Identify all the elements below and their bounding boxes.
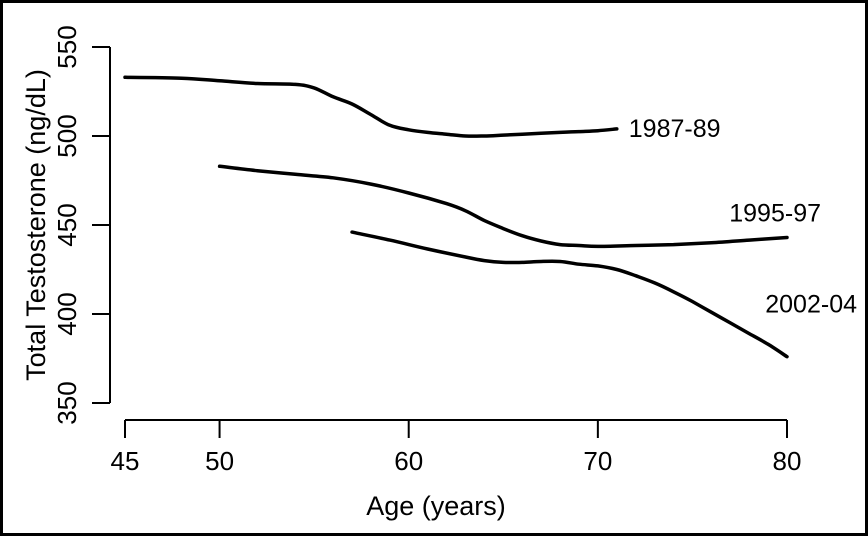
- series-line-2002-04: [350, 230, 789, 359]
- series-line-1987-89: [123, 75, 619, 138]
- x-axis-title: Age (years): [366, 491, 506, 521]
- x-tick-label-45: 45: [111, 446, 140, 476]
- x-tick-label-60: 60: [394, 446, 423, 476]
- y-tick-label-500: 500: [52, 114, 82, 157]
- series-label-1995-97: 1995-97: [729, 199, 821, 227]
- y-axis-title: Total Testosterone (ng/dL): [21, 69, 51, 381]
- y-tick-label-350: 350: [52, 381, 82, 424]
- x-tick-label-70: 70: [583, 446, 612, 476]
- y-tick-label-450: 450: [52, 203, 82, 246]
- y-tick-label-550: 550: [52, 25, 82, 68]
- series-label-2002-04: 2002-04: [765, 291, 857, 319]
- axes: 350 400 450 500 550 45 50 60 70 80: [52, 25, 801, 476]
- series-layer: 1987-89 1995-97 2002-04: [123, 75, 857, 359]
- x-tick-label-50: 50: [205, 446, 234, 476]
- x-tick-label-80: 80: [773, 446, 802, 476]
- y-tick-label-400: 400: [52, 292, 82, 335]
- series-line-1995-97: [217, 164, 789, 249]
- series-label-1987-89: 1987-89: [629, 115, 721, 143]
